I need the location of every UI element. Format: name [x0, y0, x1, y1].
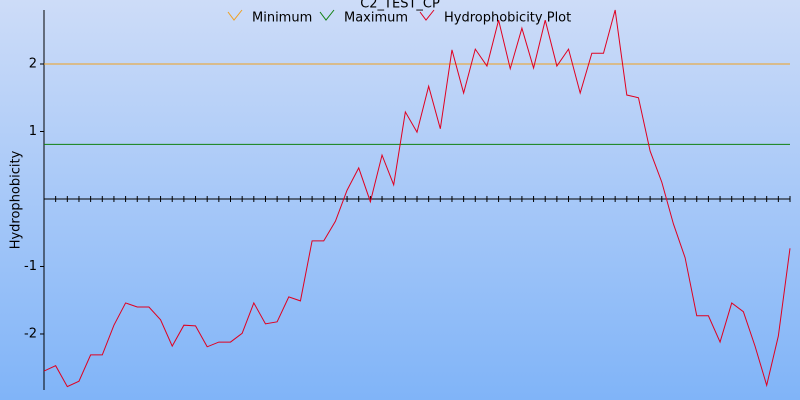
y-tick-label: -2: [24, 326, 37, 341]
y-tick-label: 2: [29, 56, 37, 71]
legend-label: Maximum: [344, 11, 408, 26]
y-tick-label: -1: [24, 259, 37, 274]
legend-icon: [227, 9, 243, 21]
legend-label: Minimum: [252, 11, 312, 26]
legend-icon: [319, 9, 335, 21]
y-axis-label: Hydrophobicity: [9, 150, 24, 249]
chart-title: C2_TEST_CP: [360, 0, 440, 12]
legend-icon: [419, 9, 435, 21]
y-tick-label: 1: [29, 124, 37, 139]
data-line: [43, 9, 791, 388]
legend-label: Hydrophobicity Plot: [444, 11, 571, 26]
